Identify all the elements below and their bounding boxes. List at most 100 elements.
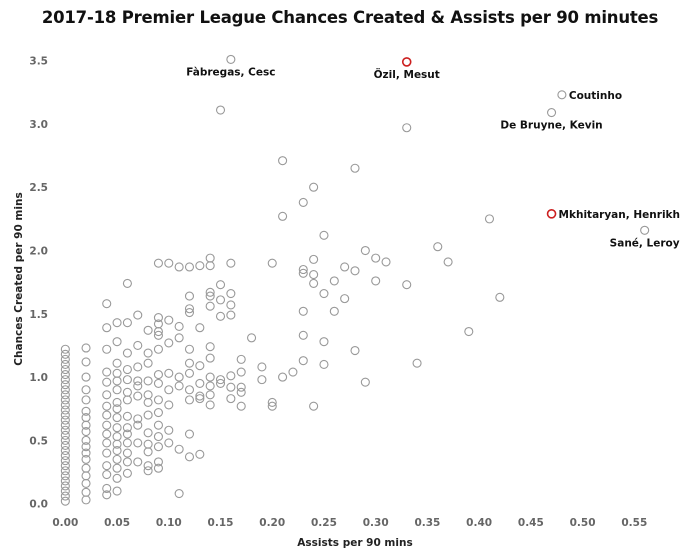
data-point: [60, 405, 70, 415]
point-label: Fàbregas, Cesc: [186, 66, 275, 78]
data-point: [381, 257, 391, 267]
labeled-points: Fàbregas, Cesc Özil, Mesut Coutinho De Bruy…: [186, 54, 680, 249]
data-point: [60, 420, 70, 430]
data-point: [102, 429, 112, 439]
data-point: [81, 406, 91, 416]
data-point: [143, 410, 153, 420]
x-tick-label: 0.50: [570, 517, 596, 529]
data-point: [60, 364, 70, 375]
data-point: [102, 377, 112, 387]
data-point: [205, 342, 215, 352]
data-point: [60, 496, 70, 506]
y-tick-label: 2.0: [29, 246, 48, 258]
data-point: [236, 367, 246, 377]
data-point: [112, 368, 122, 378]
highlighted-point: [557, 90, 567, 100]
data-point: [60, 375, 70, 385]
data-point: [164, 385, 174, 395]
data-point: [205, 291, 215, 301]
data-point: [215, 311, 226, 321]
data-point: [143, 358, 153, 368]
data-point: [81, 426, 91, 437]
point-label: De Bruyne, Kevin: [500, 120, 602, 132]
data-point: [102, 483, 112, 494]
data-point: [184, 429, 195, 439]
data-point: [402, 123, 412, 133]
data-point: [112, 463, 122, 473]
data-point: [195, 361, 205, 371]
data-point: [81, 372, 91, 382]
data-point: [195, 323, 205, 333]
data-point: [278, 156, 288, 166]
data-point: [495, 292, 505, 302]
data-point: [122, 395, 132, 405]
x-tick-label: 0.25: [311, 517, 337, 529]
data-point: [412, 358, 422, 368]
y-tick-label: 0.5: [29, 435, 48, 447]
data-point: [164, 400, 174, 410]
highlighted-point: [226, 54, 236, 64]
data-point: [298, 264, 308, 275]
data-point: [81, 487, 91, 497]
data-point: [143, 390, 153, 400]
data-point: [484, 214, 495, 224]
data-point: [247, 333, 257, 343]
data-point: [298, 306, 308, 316]
data-point: [60, 445, 70, 456]
data-point: [102, 323, 112, 333]
data-point: [205, 381, 215, 391]
data-point: [236, 387, 246, 397]
data-point: [112, 473, 122, 483]
data-point: [60, 435, 70, 445]
data-point: [143, 397, 153, 407]
data-point: [133, 310, 143, 320]
data-point: [60, 425, 70, 435]
x-axis-label: Assists per 90 mins: [297, 537, 412, 549]
data-point: [329, 306, 339, 316]
data-point: [112, 397, 122, 407]
y-axis-label: Chances Created per 90 mins: [13, 192, 25, 365]
data-point: [143, 348, 153, 358]
data-point: [153, 420, 163, 430]
data-point: [153, 432, 163, 442]
data-point: [122, 468, 132, 478]
data-point: [102, 367, 112, 377]
data-point: [81, 435, 91, 445]
data-point: [60, 390, 70, 400]
data-point: [153, 326, 163, 337]
data-point: [257, 362, 267, 372]
data-point: [153, 258, 163, 268]
data-point: [278, 211, 288, 221]
data-point: [195, 449, 205, 459]
data-point: [184, 368, 195, 378]
data-point: [184, 262, 195, 272]
x-tick-label: 0.40: [466, 517, 492, 529]
data-point: [60, 410, 70, 420]
data-point: [360, 377, 370, 387]
data-point: [143, 466, 153, 476]
data-point: [174, 488, 184, 499]
data-point: [278, 372, 288, 382]
data-point: [236, 401, 246, 411]
data-point: [133, 457, 143, 467]
data-point: [122, 457, 132, 467]
data-point: [174, 444, 184, 454]
data-point: [112, 486, 122, 496]
data-point: [112, 423, 122, 433]
data-point: [298, 268, 308, 278]
data-point: [464, 326, 474, 337]
data-point: [309, 182, 319, 192]
data-point: [184, 452, 195, 462]
data-point: [112, 358, 122, 368]
data-point: [60, 430, 70, 440]
data-point: [102, 470, 112, 480]
data-point: [205, 390, 215, 400]
data-point: [184, 395, 195, 405]
data-point: [60, 491, 70, 501]
data-point: [153, 313, 163, 323]
data-point: [133, 438, 143, 448]
data-point: [153, 457, 163, 467]
data-point: [236, 382, 246, 392]
data-point: [319, 359, 329, 369]
